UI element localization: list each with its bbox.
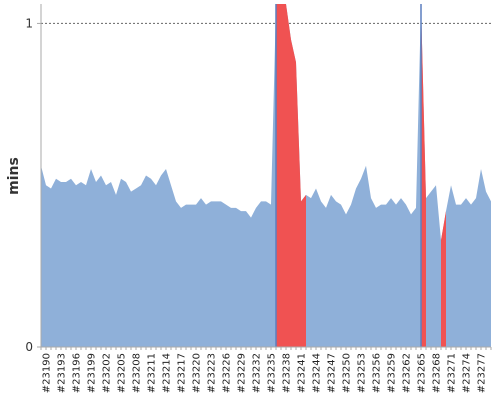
x-tick-label: #23238 <box>282 353 293 393</box>
x-tick-label: #23211 <box>147 353 158 393</box>
x-tick-label: #23241 <box>297 353 308 393</box>
x-tick-label: #23199 <box>87 353 98 393</box>
highlight-area-1 <box>421 4 426 347</box>
x-tick-label: #23229 <box>237 353 248 393</box>
x-tick-label: #23202 <box>102 353 113 393</box>
x-tick-label: #23196 <box>72 353 83 393</box>
x-tick-label: #23259 <box>387 353 398 393</box>
highlight-area-0 <box>276 4 306 347</box>
x-tick-label: #23274 <box>462 353 473 393</box>
axis-layer <box>37 4 492 350</box>
x-tick-label: #23226 <box>222 353 233 393</box>
x-tick-label: #23265 <box>417 353 428 393</box>
x-tick-label: #23253 <box>357 353 368 393</box>
x-tick-label: #23223 <box>207 353 218 393</box>
x-tick-label: #23217 <box>177 353 188 393</box>
x-tick-label: #23244 <box>312 353 323 393</box>
x-tick-label: #23262 <box>402 353 413 393</box>
y-axis-title: mins <box>6 157 22 195</box>
x-tick-label: #23232 <box>252 353 263 393</box>
x-tick-label: #23268 <box>432 353 443 393</box>
y-tick-label: 1 <box>25 16 33 30</box>
x-tick-label: #23256 <box>372 353 383 393</box>
label-layer: 0 1 #23190 #23193 #23196 #23199 #23202 #23205 #2… <box>25 16 487 393</box>
x-tick-label: #23250 <box>342 353 353 393</box>
x-tick-label: #23271 <box>447 353 458 393</box>
area-series <box>41 4 491 347</box>
x-tick-label: #23205 <box>117 353 128 393</box>
x-tick-label: #23235 <box>267 353 278 393</box>
x-tick-label: #23277 <box>477 353 488 393</box>
y-tick-label: 0 <box>25 340 33 354</box>
highlight-area-2 <box>441 211 446 347</box>
x-tick-label: #23214 <box>162 353 173 393</box>
x-tick-label: #23208 <box>132 353 143 393</box>
area-layer <box>41 4 491 347</box>
x-tick-label: #23247 <box>327 353 338 393</box>
x-tick-label: #23193 <box>57 353 68 393</box>
x-tick-label: #23220 <box>192 353 203 393</box>
x-tick-label: #23190 <box>42 353 53 393</box>
